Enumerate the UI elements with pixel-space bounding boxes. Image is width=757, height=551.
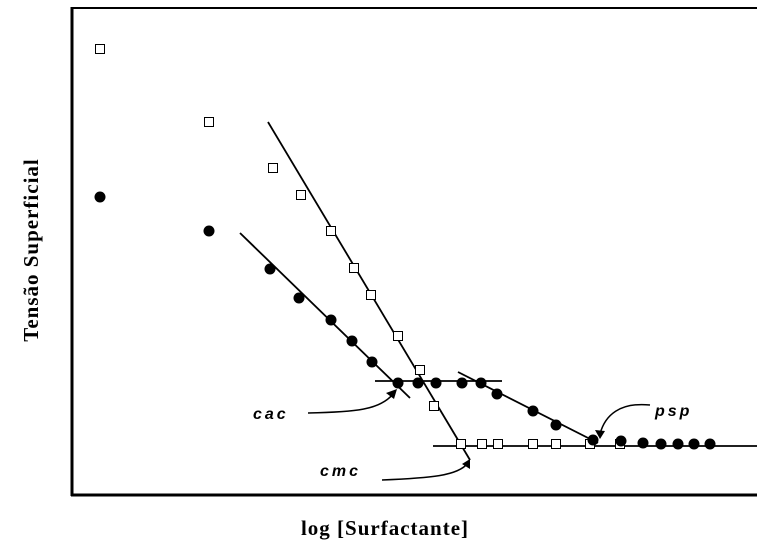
point xyxy=(456,439,466,449)
point xyxy=(293,292,305,304)
point xyxy=(393,331,403,341)
point xyxy=(475,377,487,389)
point xyxy=(296,190,306,200)
arrow xyxy=(599,403,651,435)
point xyxy=(94,191,106,203)
point xyxy=(493,439,503,449)
point xyxy=(551,439,561,449)
arrow xyxy=(307,393,394,414)
fit-line xyxy=(239,232,411,399)
point xyxy=(587,434,599,446)
point xyxy=(704,438,716,450)
point xyxy=(550,419,562,431)
point xyxy=(346,335,358,347)
point xyxy=(527,405,539,417)
point xyxy=(456,377,468,389)
arrowhead xyxy=(462,459,470,469)
arrowhead xyxy=(386,389,397,399)
point xyxy=(264,263,276,275)
point xyxy=(412,377,424,389)
y-axis-label: Tensão Superficial xyxy=(19,158,43,342)
x-axis-label: log [Surfactante] xyxy=(301,516,469,540)
arrowhead xyxy=(595,430,605,439)
point xyxy=(615,435,627,447)
point xyxy=(268,163,278,173)
point xyxy=(430,377,442,389)
point xyxy=(203,225,215,237)
point xyxy=(637,437,649,449)
point xyxy=(349,263,359,273)
point xyxy=(366,356,378,368)
point xyxy=(655,438,667,450)
annotation: psp xyxy=(654,403,692,420)
point xyxy=(672,438,684,450)
point xyxy=(392,377,404,389)
point xyxy=(688,438,700,450)
point xyxy=(528,439,538,449)
point xyxy=(325,314,337,326)
arrow xyxy=(381,462,469,481)
point xyxy=(491,388,503,400)
point xyxy=(429,401,439,411)
point xyxy=(477,439,487,449)
point xyxy=(366,290,376,300)
point xyxy=(415,365,425,375)
point xyxy=(95,44,105,54)
point xyxy=(204,117,214,127)
point xyxy=(326,226,336,236)
annotation: cmc xyxy=(320,463,361,480)
annotation: cac xyxy=(253,406,289,423)
